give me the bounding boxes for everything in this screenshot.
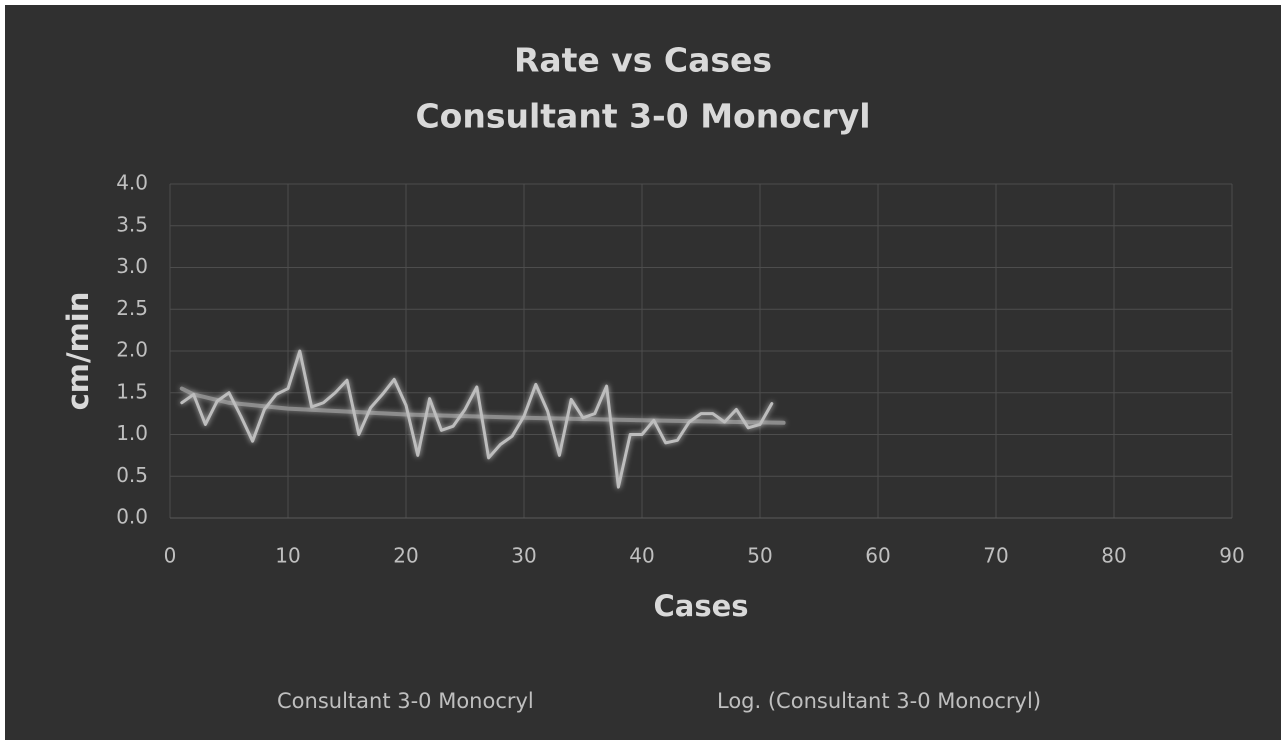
y-tick-label: 4.0 [116,171,148,195]
x-tick-label: 0 [164,544,177,568]
x-tick-label: 80 [1101,544,1126,568]
x-tick-label: 40 [629,544,654,568]
y-tick-label: 0.5 [116,463,148,487]
x-axis-label: Cases [653,589,748,623]
x-tick-label: 30 [511,544,536,568]
y-tick-label: 0.0 [116,505,148,529]
series-line [180,349,774,489]
legend-label: Log. (Consultant 3-0 Monocryl) [717,689,1041,713]
y-tick-label: 1.0 [116,421,148,445]
chart-title: Rate vs Cases [514,41,772,80]
chart-background [3,3,1283,742]
y-tick-label: 2.0 [116,338,148,362]
y-tick-label: 2.5 [116,296,148,320]
x-tick-label: 60 [865,544,890,568]
y-tick-label: 1.5 [116,379,148,403]
y-tick-label: 3.5 [116,212,148,236]
x-tick-label: 70 [983,544,1008,568]
chart-subtitle: Consultant 3-0 Monocryl [415,97,870,136]
legend-label: Consultant 3-0 Monocryl [277,689,534,713]
x-tick-label: 50 [747,544,772,568]
series-line [179,386,786,425]
x-tick-label: 20 [393,544,418,568]
x-tick-label: 90 [1219,544,1244,568]
y-axis-label: cm/min [61,292,95,411]
x-tick-label: 10 [275,544,300,568]
y-tick-label: 3.0 [116,254,148,278]
